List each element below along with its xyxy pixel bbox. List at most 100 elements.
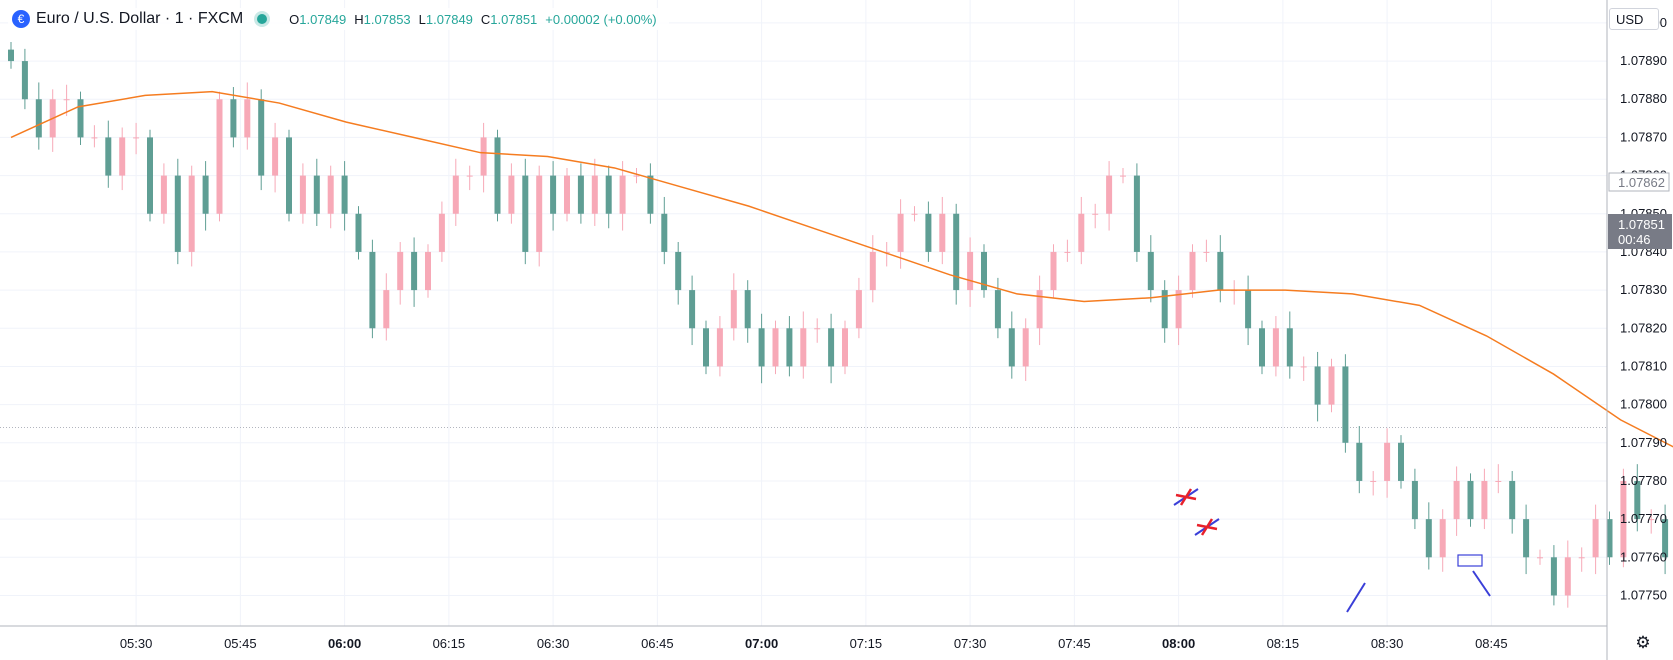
candle (21, 48, 28, 110)
candle (1092, 203, 1099, 229)
candle (1036, 275, 1043, 346)
euro-flag-icon: € (12, 10, 30, 28)
candle (508, 163, 515, 224)
candle (8, 41, 14, 69)
annotations[interactable] (1173, 488, 1491, 613)
candle-body (1078, 213, 1085, 252)
candle (230, 87, 237, 148)
candle-body (1120, 175, 1126, 177)
candle (1050, 244, 1057, 298)
candle (397, 242, 404, 305)
candle (1022, 318, 1029, 381)
candle (564, 167, 570, 222)
candle (1356, 425, 1363, 494)
candle (188, 165, 195, 267)
gear-icon[interactable]: ⚙ (1635, 633, 1651, 652)
candle-body (1050, 251, 1057, 291)
time-tick-label: 08:15 (1267, 636, 1300, 651)
candle-body (605, 175, 612, 214)
symbol-title[interactable]: Euro / U.S. Dollar · 1 · FXCM (36, 10, 244, 27)
rectangle-drawing[interactable] (1457, 554, 1483, 567)
candle (1161, 280, 1168, 343)
candle (689, 275, 696, 346)
candle-body (744, 290, 751, 329)
candle (1467, 473, 1474, 527)
candle (1328, 358, 1335, 413)
time-tick-label: 08:00 (1162, 636, 1195, 651)
candle (1231, 280, 1238, 305)
time-tick-label: 06:00 (328, 636, 361, 651)
candle-body (564, 175, 570, 214)
candle (828, 313, 835, 384)
candle (1439, 509, 1446, 572)
time-tick-label: 07:15 (850, 636, 883, 651)
candle (133, 122, 140, 155)
candle-body (758, 328, 765, 367)
candle (647, 163, 654, 224)
candle (605, 165, 612, 229)
candle-body (675, 251, 682, 291)
currency-selector[interactable]: USD (1609, 8, 1659, 30)
candle-body (438, 213, 445, 252)
candle-body (967, 251, 974, 291)
candle (383, 273, 390, 341)
candle (994, 277, 1001, 339)
time-axis[interactable]: 05:30 05:45 06:00 06:15 06:30 06:45 07:00 07:15… (120, 636, 1508, 651)
ohlc-close-value: 1.07851 (490, 11, 538, 27)
candle-body (1578, 557, 1585, 559)
candle (1147, 235, 1154, 303)
candle (77, 91, 84, 146)
candle-body (577, 175, 584, 214)
candle-body (1272, 328, 1279, 367)
candle (591, 158, 598, 226)
candle (438, 201, 445, 262)
candle-body (1523, 519, 1530, 558)
candle (1411, 468, 1418, 530)
price-tick-label: 1.07770 (1620, 511, 1667, 526)
candle-body (1147, 251, 1154, 291)
candle (1662, 504, 1669, 575)
candle (174, 158, 181, 265)
ohlc-high-value: 1.07853 (363, 11, 411, 27)
candle-body (1370, 480, 1377, 482)
candle-body (105, 137, 112, 176)
candle-body (591, 175, 598, 214)
time-tick-label: 05:30 (120, 636, 153, 651)
candle-body (1550, 557, 1557, 596)
candle-body (1161, 290, 1168, 329)
candle (897, 199, 904, 269)
cross-marker[interactable] (1200, 518, 1214, 536)
candle-body (1175, 290, 1182, 329)
cross-marker[interactable] (1179, 488, 1193, 506)
candle-body (8, 49, 14, 62)
candle-body (911, 213, 918, 215)
time-tick-label: 06:30 (537, 636, 570, 651)
candle (869, 235, 876, 303)
candle (1606, 511, 1613, 565)
price-axis[interactable]: 1.079001.078901.078801.078701.078601.078… (1608, 15, 1672, 603)
candle (1648, 509, 1655, 534)
candle (550, 161, 557, 231)
candle (1453, 466, 1460, 536)
candle-body (1092, 213, 1099, 215)
candle-body (828, 328, 835, 367)
candle (355, 206, 362, 260)
trend-line-drawing[interactable] (1346, 582, 1366, 613)
candle-body (425, 251, 431, 291)
candle (341, 161, 348, 231)
candle-body (1064, 251, 1071, 253)
candle-body (1411, 480, 1418, 520)
candle (855, 277, 862, 339)
candle-body (1342, 366, 1349, 443)
candle-body (494, 137, 501, 214)
candle (1537, 549, 1543, 565)
candle (1481, 468, 1488, 530)
price-tick-label: 1.07780 (1620, 473, 1667, 488)
trend-line-drawing[interactable] (1472, 570, 1491, 597)
candle-body (91, 137, 98, 139)
candle (661, 196, 668, 265)
time-tick-label: 07:00 (745, 636, 778, 651)
candle-body (272, 137, 279, 176)
candle (1564, 540, 1571, 608)
